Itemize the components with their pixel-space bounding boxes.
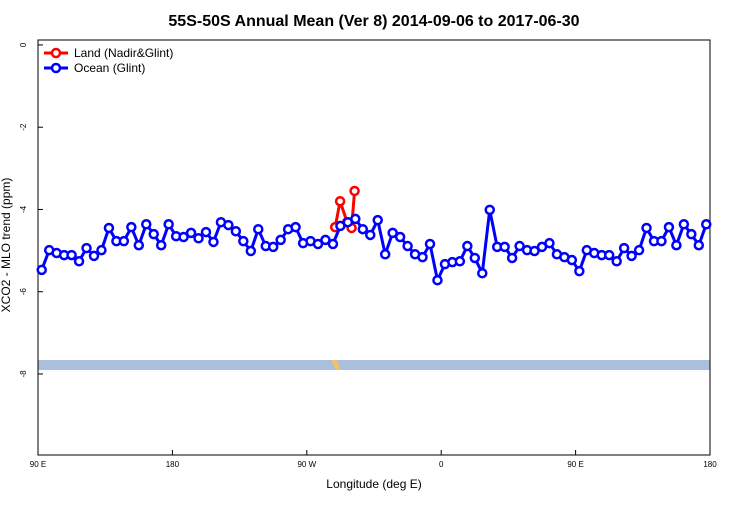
- series-point: [103, 222, 115, 234]
- series-point: [178, 231, 189, 243]
- chart-title: 55S-50S Annual Mean (Ver 8) 2014-09-06 t…: [168, 13, 579, 30]
- series-point: [253, 223, 264, 235]
- series-point: [678, 219, 690, 230]
- series-point: [574, 265, 585, 277]
- series-point: [118, 235, 130, 247]
- series-point: [193, 232, 204, 244]
- x-tick-label: 180: [703, 460, 717, 469]
- series-point: [454, 256, 466, 267]
- series-point: [349, 185, 360, 197]
- series-point: [686, 228, 697, 240]
- series-point: [566, 254, 578, 266]
- series-point: [238, 235, 249, 247]
- legend-label: Ocean (Glint): [74, 61, 145, 75]
- x-axis-label: Longitude (deg E): [326, 477, 421, 491]
- series-point: [402, 240, 413, 252]
- series-point: [208, 236, 219, 248]
- legend-marker: [50, 62, 62, 74]
- series-point: [484, 204, 495, 216]
- series-point: [469, 252, 481, 264]
- series-point: [701, 219, 712, 230]
- series-point: [133, 239, 145, 251]
- series-point: [200, 226, 212, 238]
- series-point: [66, 249, 77, 261]
- series-point: [477, 267, 488, 279]
- y-tick-label: -8: [19, 370, 28, 378]
- series-point: [394, 231, 406, 243]
- series-point: [365, 229, 376, 241]
- series-point: [290, 221, 301, 233]
- series-point: [320, 234, 331, 246]
- x-tick-label: 90 E: [567, 460, 583, 469]
- x-tick-label: 90 W: [297, 460, 316, 469]
- series-point: [603, 249, 615, 261]
- y-tick-label: 0: [19, 42, 28, 47]
- series-point: [432, 274, 443, 286]
- series-point: [155, 239, 167, 251]
- series-point: [499, 241, 510, 253]
- series-point: [312, 238, 324, 250]
- series-point: [96, 244, 107, 256]
- x-tick-label: 180: [166, 460, 180, 469]
- series-point: [267, 241, 279, 253]
- series-point: [663, 221, 675, 233]
- series-point: [148, 228, 159, 240]
- y-tick-label: -2: [19, 123, 28, 131]
- series-point: [73, 256, 85, 267]
- series-point: [671, 239, 682, 251]
- plot-frame: [37, 39, 711, 456]
- series-point: [417, 251, 428, 263]
- legend-marker: [50, 47, 62, 59]
- x-tick-label: 90 E: [30, 460, 46, 469]
- series-point: [357, 223, 369, 235]
- series-point: [379, 249, 391, 260]
- series-point: [245, 245, 257, 257]
- y-tick-label: -6: [19, 288, 28, 296]
- series-point: [223, 219, 234, 231]
- series-point: [506, 252, 518, 264]
- series-point: [230, 226, 242, 237]
- series-point: [618, 242, 630, 254]
- series-point: [372, 214, 383, 226]
- series-point: [334, 195, 346, 207]
- y-axis-label: XCO2 - MLO trend (ppm): [0, 178, 13, 313]
- y-tick-label: -4: [19, 205, 28, 213]
- series-point: [88, 250, 100, 262]
- series-point: [275, 234, 286, 246]
- series-point: [126, 221, 137, 233]
- series-point: [424, 238, 436, 250]
- legend-label: Land (Nadir&Glint): [74, 46, 173, 60]
- series-point: [185, 227, 197, 239]
- series-point: [462, 240, 473, 252]
- series-point: [529, 245, 540, 257]
- land-mask-strip: [38, 360, 710, 370]
- series-point: [626, 250, 637, 262]
- series-point: [544, 237, 555, 249]
- series-point: [163, 219, 174, 230]
- series-point: [514, 240, 525, 252]
- land-mask-spot: [331, 360, 340, 370]
- x-tick-label: 0: [439, 460, 444, 469]
- series-point: [327, 238, 339, 250]
- series-point: [693, 239, 705, 251]
- series-point: [350, 213, 361, 225]
- series-point: [141, 219, 152, 230]
- series-point: [81, 242, 92, 254]
- series-point: [36, 264, 47, 276]
- series-point: [641, 222, 652, 234]
- series-point: [611, 256, 622, 267]
- series-point: [633, 244, 645, 256]
- series-point: [387, 227, 398, 239]
- series-point: [656, 235, 667, 247]
